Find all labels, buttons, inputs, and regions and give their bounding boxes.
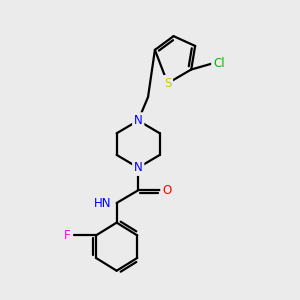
Text: HN: HN	[94, 196, 112, 209]
Text: F: F	[64, 229, 71, 242]
Text: N: N	[134, 114, 142, 127]
Text: Cl: Cl	[213, 57, 224, 70]
Text: N: N	[134, 161, 142, 174]
Text: S: S	[164, 77, 171, 90]
Text: O: O	[162, 184, 171, 197]
